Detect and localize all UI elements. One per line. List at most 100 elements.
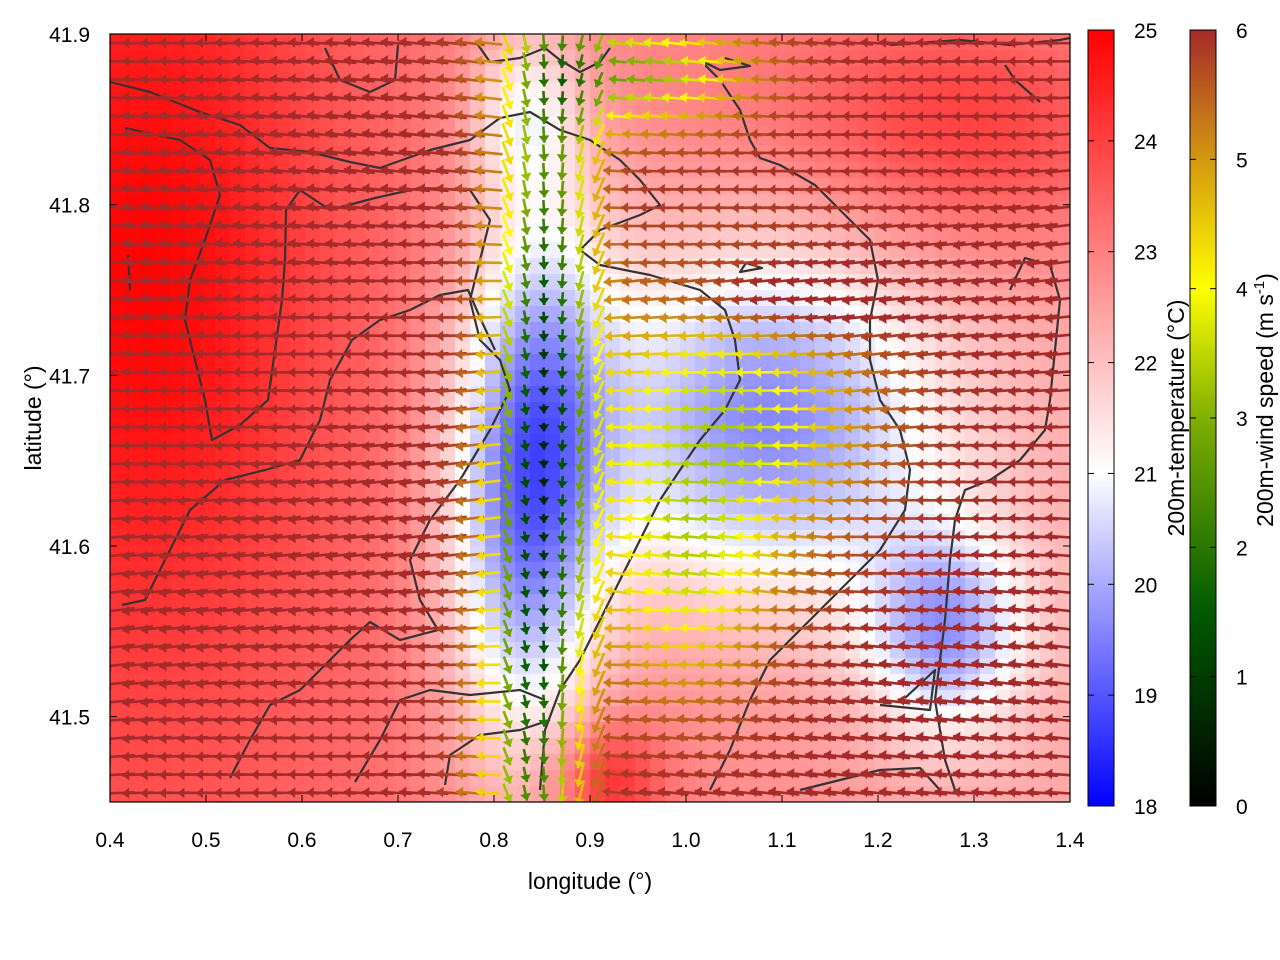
heat-cell bbox=[455, 306, 471, 323]
heat-cell bbox=[1025, 226, 1041, 243]
heat-cell bbox=[440, 210, 456, 227]
heat-cell bbox=[185, 50, 201, 67]
heat-cell bbox=[110, 514, 126, 531]
heat-cell bbox=[485, 274, 501, 291]
heat-cell bbox=[905, 50, 921, 67]
heat-cell bbox=[905, 498, 921, 515]
heat-cell bbox=[545, 642, 561, 659]
heat-cell bbox=[995, 610, 1011, 627]
heat-cell bbox=[275, 98, 291, 115]
heat-cell bbox=[425, 466, 441, 483]
heat-cell bbox=[1055, 514, 1070, 531]
heat-cell bbox=[980, 274, 996, 291]
heat-cell bbox=[770, 338, 786, 355]
heat-cell bbox=[215, 226, 231, 243]
heat-cell bbox=[785, 338, 801, 355]
heat-cell bbox=[455, 98, 471, 115]
heat-cell bbox=[995, 82, 1011, 99]
heat-cell bbox=[860, 338, 876, 355]
heat-cell bbox=[935, 610, 951, 627]
heat-cell bbox=[920, 98, 936, 115]
heat-cell bbox=[830, 530, 846, 547]
heat-cell bbox=[440, 354, 456, 371]
heat-cell bbox=[485, 498, 501, 515]
heat-cell bbox=[950, 466, 966, 483]
heat-cell bbox=[110, 306, 126, 323]
heat-cell bbox=[275, 402, 291, 419]
heat-cell bbox=[905, 530, 921, 547]
heat-cell bbox=[1040, 562, 1056, 579]
heat-cell bbox=[860, 482, 876, 499]
heat-cell bbox=[320, 690, 336, 707]
heat-cell bbox=[545, 338, 561, 355]
heat-cell bbox=[335, 98, 351, 115]
heat-cell bbox=[725, 482, 741, 499]
heat-cell bbox=[950, 226, 966, 243]
heat-cell bbox=[815, 98, 831, 115]
heat-cell bbox=[545, 114, 561, 131]
heat-cell bbox=[890, 354, 906, 371]
heat-cell bbox=[425, 722, 441, 739]
heat-cell bbox=[635, 306, 651, 323]
heat-cell bbox=[740, 226, 756, 243]
heat-cell bbox=[140, 82, 156, 99]
heat-cell bbox=[1040, 98, 1056, 115]
heat-cell bbox=[425, 82, 441, 99]
heat-cell bbox=[890, 482, 906, 499]
heat-cell bbox=[815, 226, 831, 243]
heat-cell bbox=[545, 594, 561, 611]
heat-cell bbox=[635, 210, 651, 227]
heat-cell bbox=[275, 434, 291, 451]
heat-cell bbox=[995, 226, 1011, 243]
heat-cell bbox=[395, 226, 411, 243]
heat-cell bbox=[785, 354, 801, 371]
heat-cell bbox=[245, 354, 261, 371]
heat-cell bbox=[410, 354, 426, 371]
heat-cell bbox=[710, 226, 726, 243]
heat-cell bbox=[110, 738, 126, 755]
heat-cell bbox=[785, 226, 801, 243]
heat-cell bbox=[545, 354, 561, 371]
heat-cell bbox=[1055, 98, 1070, 115]
heat-cell bbox=[455, 354, 471, 371]
heat-cell bbox=[830, 354, 846, 371]
heat-cell bbox=[560, 258, 576, 275]
heat-cell bbox=[860, 210, 876, 227]
heat-cell bbox=[725, 226, 741, 243]
heat-cell bbox=[980, 82, 996, 99]
heat-cell bbox=[545, 514, 561, 531]
heat-cell bbox=[185, 338, 201, 355]
heat-cell bbox=[695, 738, 711, 755]
heat-cell bbox=[725, 98, 741, 115]
heat-cell bbox=[725, 546, 741, 563]
heat-cell bbox=[110, 594, 126, 611]
heat-cell bbox=[770, 610, 786, 627]
heat-cell bbox=[515, 594, 531, 611]
heat-cell bbox=[185, 738, 201, 755]
heat-cell bbox=[455, 338, 471, 355]
heat-cell bbox=[665, 354, 681, 371]
heat-cell bbox=[485, 466, 501, 483]
heat-cell bbox=[590, 322, 606, 339]
heat-cell bbox=[1025, 498, 1041, 515]
heat-cell bbox=[530, 66, 546, 83]
heat-cell bbox=[620, 210, 636, 227]
heat-cell bbox=[740, 274, 756, 291]
heat-cell bbox=[635, 226, 651, 243]
heat-cell bbox=[695, 354, 711, 371]
heat-cell bbox=[275, 722, 291, 739]
heat-cell bbox=[305, 482, 321, 499]
heat-cell bbox=[995, 50, 1011, 67]
heat-cell bbox=[620, 226, 636, 243]
heat-cell bbox=[830, 338, 846, 355]
heat-cell bbox=[320, 98, 336, 115]
heat-cell bbox=[260, 226, 276, 243]
heat-cell bbox=[485, 242, 501, 259]
heat-cell bbox=[485, 258, 501, 275]
heat-cell bbox=[1040, 434, 1056, 451]
heat-cell bbox=[995, 498, 1011, 515]
heat-cell bbox=[410, 98, 426, 115]
heat-cell bbox=[995, 562, 1011, 579]
heat-cell bbox=[665, 98, 681, 115]
heat-cell bbox=[395, 370, 411, 387]
